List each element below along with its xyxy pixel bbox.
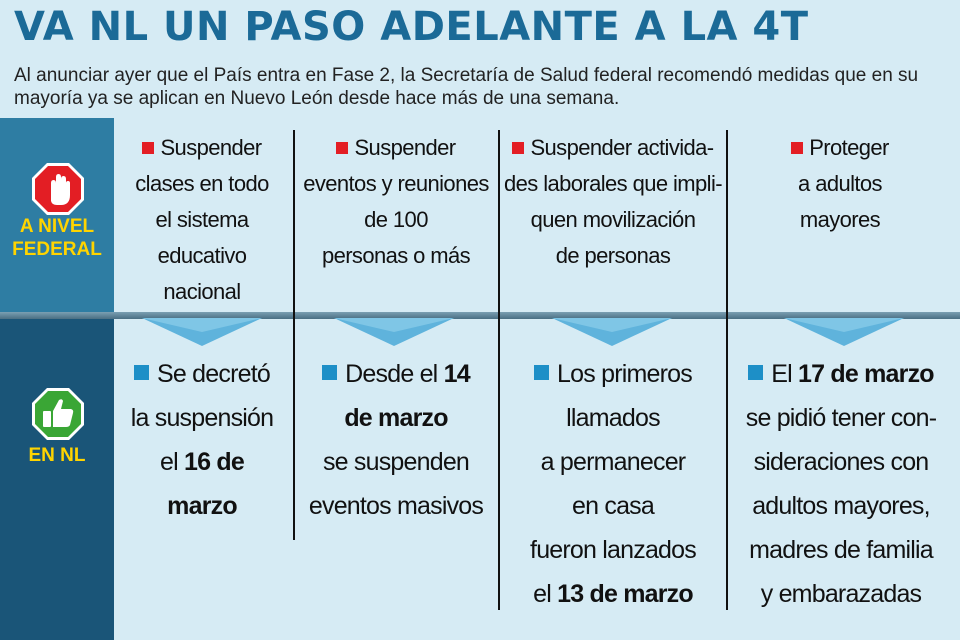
blue-square-bullet-icon	[534, 365, 550, 380]
federal-measure-4: Proteger a adultos mayores	[730, 130, 950, 238]
nl-row-label-bg	[0, 313, 114, 640]
federal-label-line2: FEDERAL	[12, 239, 102, 260]
stop-hand-icon	[32, 163, 84, 215]
red-square-bullet-icon	[336, 142, 349, 154]
subtitle: Al anunciar ayer que el País entra en Fa…	[14, 65, 919, 109]
chevron-down-icon	[142, 318, 262, 346]
federal-measure-3: Suspender activida- des laborales que im…	[504, 135, 723, 268]
blue-square-bullet-icon	[322, 365, 338, 380]
nl-measure-1: Se decretó la suspensión el 16 de marzo	[130, 360, 274, 520]
nl-label: EN NL	[28, 445, 86, 466]
red-square-bullet-icon	[142, 142, 155, 154]
nl-measure-3: Los primeros llamados a permanecer en ca…	[530, 360, 697, 608]
nl-measure-2: Desde el 14 de marzo se suspenden evento…	[308, 360, 484, 520]
chevron-down-icon	[784, 318, 904, 346]
chevron-down-icon	[334, 318, 454, 346]
column-divider	[293, 130, 295, 540]
federal-label-line1: A NIVEL	[19, 216, 95, 237]
column-divider	[498, 130, 500, 610]
chevron-down-icon	[552, 318, 672, 346]
row-separator-band	[0, 312, 960, 319]
federal-measure-1: Suspender clases en todo el sistema educ…	[135, 135, 269, 304]
column-divider	[726, 130, 728, 610]
federal-measure-2: Suspender eventos y reuniones de 100 per…	[303, 135, 489, 268]
blue-square-bullet-icon	[134, 365, 150, 380]
red-square-bullet-icon	[512, 142, 525, 154]
red-square-bullet-icon	[791, 142, 804, 154]
thumbs-up-icon	[32, 388, 84, 440]
nl-measure-4: El 17 de marzo se pidió tener con- sider…	[745, 360, 937, 608]
blue-square-bullet-icon	[748, 365, 764, 380]
page-title: VA NL UN PASO ADELANTE A LA 4T	[14, 4, 809, 50]
